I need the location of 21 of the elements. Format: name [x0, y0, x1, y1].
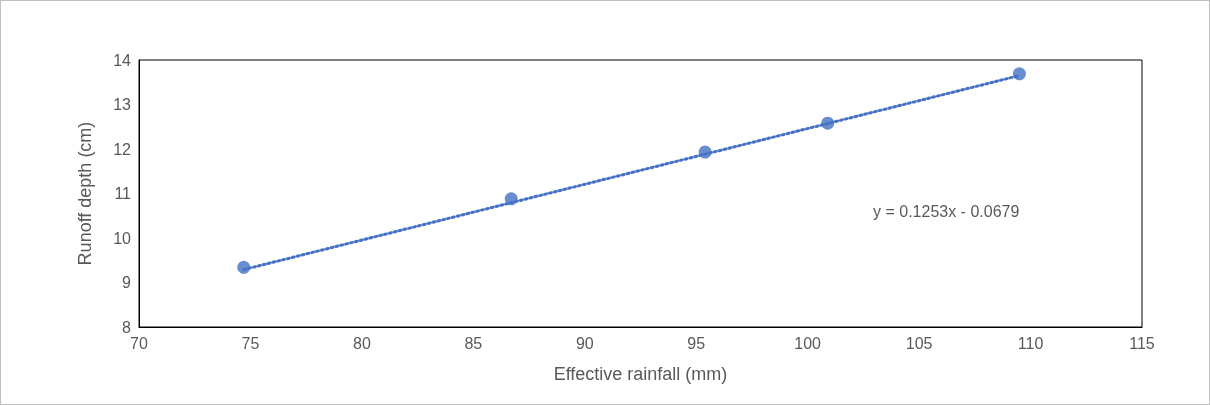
y-tick-label: 11 [114, 185, 132, 202]
annotation: y = 0.1253x - 0.0679 [873, 202, 1020, 220]
y-axis-title: Runoff depth (cm) [75, 121, 95, 266]
x-axis-title: Effective rainfall (mm) [553, 364, 728, 384]
x-tick-label: 95 [687, 334, 706, 352]
y-tick-label: 12 [113, 140, 132, 158]
x-tick-label: 105 [905, 334, 933, 352]
y-tick-label: 14 [113, 51, 132, 69]
x-tick-label: 90 [575, 334, 594, 352]
x-tick-label: 115 [1129, 334, 1155, 352]
y-tick-label: 9 [122, 274, 132, 291]
x-tick-label: 100 [794, 334, 822, 352]
x-tick-label: 110 [1017, 334, 1044, 352]
point [1012, 67, 1026, 81]
x-tick-label: 85 [464, 334, 483, 352]
y-tick-label: 13 [113, 96, 132, 113]
y-tick-label: 10 [113, 229, 132, 247]
y-tick-label: 8 [122, 318, 132, 336]
x-tick-label: 70 [130, 334, 148, 352]
x-tick-label: 80 [352, 334, 371, 352]
x-tick-label: 75 [241, 334, 260, 352]
